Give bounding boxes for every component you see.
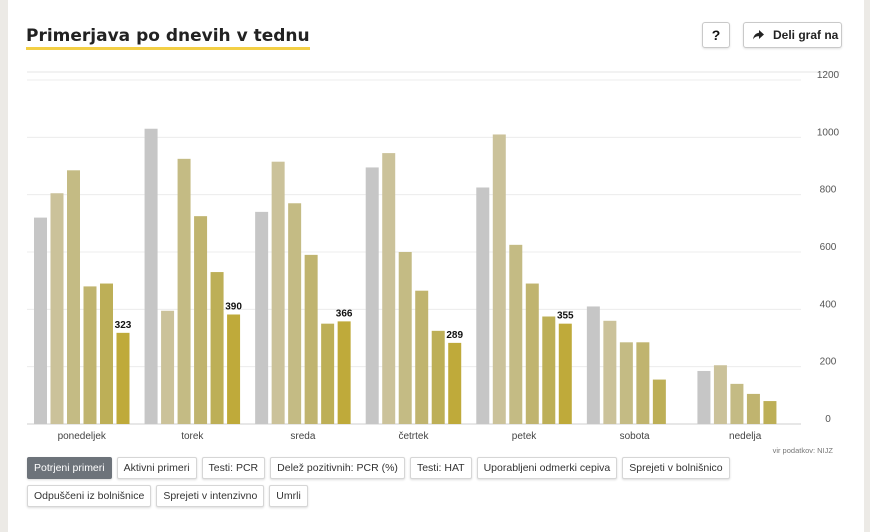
bar	[34, 217, 47, 424]
metric-button[interactable]: Sprejeti v intenzivno	[156, 485, 265, 507]
metric-selector: Potrjeni primeri Aktivni primeri Testi: PC…	[27, 457, 837, 507]
bar	[730, 383, 744, 424]
x-tick-label: nedelja	[729, 431, 762, 442]
bar	[227, 314, 241, 424]
data-label: 289	[446, 330, 463, 341]
bar-chart: 0 200 400 600 800 1000 1200 ponedeljek torek sred…	[27, 70, 840, 455]
bar	[603, 320, 617, 424]
bar	[304, 254, 318, 424]
y-tick-label: 200	[820, 357, 837, 368]
bar	[476, 187, 490, 424]
y-tick-label: 1200	[817, 70, 840, 81]
bar	[763, 401, 777, 424]
bar	[431, 330, 445, 424]
bar	[492, 134, 506, 424]
data-label: 323	[115, 320, 132, 331]
metric-button[interactable]: Umrli	[269, 485, 308, 507]
bar	[144, 128, 158, 424]
bar	[525, 283, 539, 424]
bar	[50, 193, 64, 424]
share-label: Deli graf na	[773, 28, 839, 42]
bar	[210, 272, 224, 424]
x-tick-label: sreda	[290, 431, 315, 442]
metric-button[interactable]: Aktivni primeri	[116, 457, 197, 479]
bar	[542, 316, 556, 424]
y-tick-label: 0	[825, 414, 831, 425]
bar	[619, 342, 633, 424]
bar	[448, 342, 462, 424]
bar	[382, 153, 396, 424]
bar	[365, 167, 379, 424]
metric-button[interactable]: Odpuščeni iz bolnišnice	[27, 485, 152, 507]
metric-button[interactable]: Sprejeti v bolnišnico	[622, 457, 730, 479]
bar	[586, 306, 600, 424]
y-tick-label: 600	[820, 242, 837, 253]
bar	[83, 286, 97, 424]
x-tick-label: četrtek	[398, 431, 429, 442]
bar	[255, 211, 269, 424]
bar	[558, 323, 572, 424]
bar	[398, 252, 412, 424]
source-note: vir podatkov: NIJZ	[773, 446, 834, 455]
bar	[194, 216, 208, 424]
y-tick-label: 1000	[817, 127, 840, 138]
data-label: 390	[225, 301, 242, 312]
bar	[116, 332, 130, 424]
bar	[713, 365, 727, 424]
bar	[697, 370, 711, 424]
chart-title: Primerjava po dnevih v tednu	[26, 26, 310, 50]
metric-button[interactable]: Uporabljeni odmerki cepiva	[476, 457, 618, 479]
metric-button[interactable]: Testi: PCR	[201, 457, 266, 479]
bar	[652, 379, 666, 424]
bar	[636, 342, 650, 424]
metric-button[interactable]: Testi: HAT	[409, 457, 472, 479]
data-label: 366	[336, 308, 353, 319]
metric-button[interactable]: Potrjeni primeri	[27, 457, 112, 479]
y-tick-label: 800	[820, 185, 837, 196]
bar	[161, 310, 175, 424]
chart-card: Primerjava po dnevih v tednu ? Deli graf…	[8, 0, 864, 532]
bar	[337, 321, 351, 424]
data-label: 355	[557, 311, 574, 322]
x-tick-label: torek	[181, 431, 204, 442]
x-tick-label: petek	[512, 431, 537, 442]
bar	[288, 203, 302, 424]
bar	[509, 244, 523, 424]
bar	[67, 170, 80, 424]
y-tick-label: 400	[820, 299, 837, 310]
help-button[interactable]: ?	[702, 22, 730, 48]
bar	[415, 290, 429, 424]
metric-button[interactable]: Delež pozitivnih: PCR (%)	[270, 457, 405, 479]
bar	[100, 283, 113, 424]
share-arrow-icon	[753, 30, 764, 40]
share-button[interactable]: Deli graf na	[743, 22, 842, 48]
bar	[321, 323, 335, 424]
x-tick-label: sobota	[620, 431, 650, 442]
x-tick-label: ponedeljek	[58, 431, 107, 442]
bar	[271, 161, 285, 424]
bar	[746, 393, 760, 424]
bar	[177, 158, 191, 425]
